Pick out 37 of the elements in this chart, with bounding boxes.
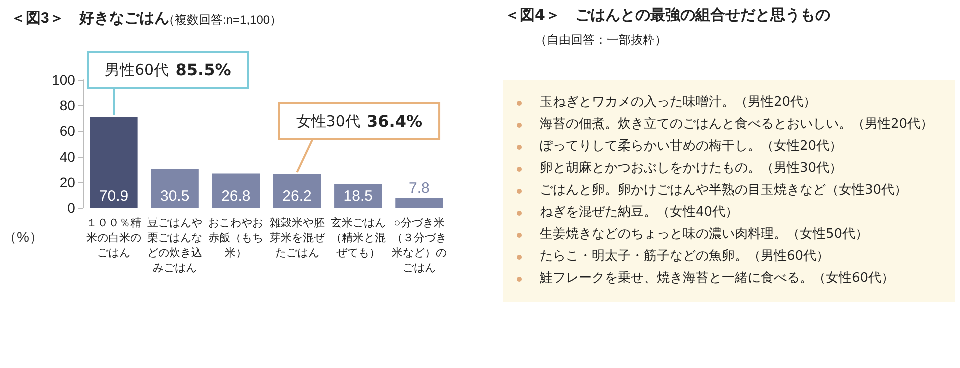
text: 玉ねぎとワカメの入った味噌汁。（男性20代） [540,94,817,112]
text: ＜図4＞ ごはんとの最強の組合せだと思うもの [505,6,830,25]
text: ごはんと卵。卵かけごはんや半熟の目玉焼きなど（女性30代） [540,182,908,200]
y-tick-label: 60 [60,123,76,140]
bar [151,168,199,208]
bar [90,117,138,208]
x-tick-label: ○分づき米（３分づき米など）のごはん [392,216,447,274]
text: 鮭フレークを乗せ、焼き海苔と一緒に食べる。（女性60代） [540,270,895,288]
text: 海苔の佃煮。炊き立てのごはんと食べるとおいしい。（男性20代） [540,116,934,134]
bar [273,174,322,208]
y-tick-label: 80 [60,98,76,114]
annotation: 女性30代 36.4% [296,112,423,131]
data-label: 18.5 [344,188,373,205]
x-tick-label: 豆ごはんや栗ごはんなどの炊き込みごはん [148,218,203,274]
data-label: 7.8 [409,180,430,198]
y-tick-label: 0 [68,200,76,216]
y-axis-title: （%） [2,229,44,245]
data-label: 70.9 [99,188,129,205]
x-tick-label: 雑穀米や胚芽米を混ぜたごはん [270,216,326,260]
data-label: 26.8 [222,188,251,205]
y-tick-label: 20 [60,174,76,190]
y-tick-label: 40 [60,148,76,165]
data-label: 30.5 [160,188,190,205]
text: （自由回答：一部抜粋） [535,32,667,49]
bar [212,174,260,208]
annotation: 男性60代 85.5% [104,60,232,80]
y-tick-label: 100 [52,72,76,88]
data-label: 26.2 [282,188,312,205]
text: たらこ・明太子・筋子などの魚卵。（男性60代） [540,248,830,266]
bar [396,198,444,208]
text: 生姜焼きなどのちょっと味の濃い肉料理。（女性50代） [540,226,869,244]
text: ねぎを混ぜた納豆。（女性40代） [540,204,739,222]
x-tick-label: 玄米ごはん（精米と混ぜても） [330,216,386,260]
text: ぽってりして柔らかい甘めの梅干し。（女性20代） [540,138,843,156]
text: 卵と胡麻とかつおぶしをかけたもの。（男性30代） [540,160,843,178]
x-tick-label: １００％精米の白米のごはん [86,218,142,260]
x-tick-label: おこわやお赤飯（もち米） [208,218,264,260]
